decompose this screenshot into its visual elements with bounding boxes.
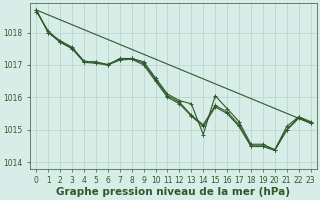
X-axis label: Graphe pression niveau de la mer (hPa): Graphe pression niveau de la mer (hPa) bbox=[56, 187, 291, 197]
